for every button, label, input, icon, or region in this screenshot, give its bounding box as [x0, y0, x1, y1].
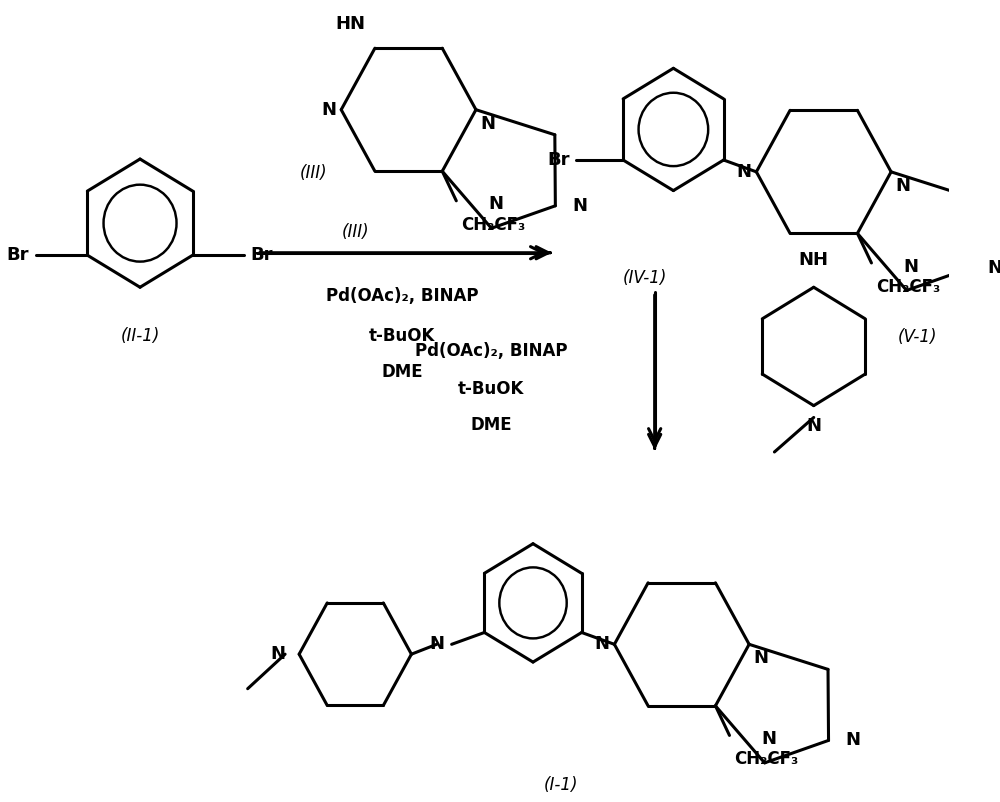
Text: (V-1): (V-1) — [898, 327, 937, 346]
Text: NH: NH — [799, 252, 829, 269]
Text: N: N — [896, 176, 911, 195]
Text: (IV-1): (IV-1) — [623, 269, 667, 287]
Text: N: N — [595, 635, 610, 654]
Text: DME: DME — [381, 363, 423, 381]
Text: CH₂CF₃: CH₂CF₃ — [734, 750, 798, 768]
Text: Pd(OAc)₂, BINAP: Pd(OAc)₂, BINAP — [326, 287, 478, 306]
Text: Br: Br — [251, 246, 273, 264]
Text: HN: HN — [336, 15, 366, 34]
Text: N: N — [754, 650, 769, 667]
Text: N: N — [270, 645, 285, 663]
Text: N: N — [806, 418, 821, 435]
Text: t-BuOK: t-BuOK — [369, 326, 435, 345]
Text: Br: Br — [547, 151, 570, 169]
Text: N: N — [845, 731, 860, 749]
Text: N: N — [904, 257, 919, 276]
Text: N: N — [572, 196, 587, 215]
Text: CH₂CF₃: CH₂CF₃ — [461, 216, 525, 233]
Text: t-BuOK: t-BuOK — [458, 380, 524, 398]
Text: Pd(OAc)₂, BINAP: Pd(OAc)₂, BINAP — [415, 342, 567, 360]
Text: CH₂CF₃: CH₂CF₃ — [876, 277, 940, 296]
Text: N: N — [429, 635, 444, 654]
Text: N: N — [489, 196, 504, 213]
Text: N: N — [481, 115, 496, 132]
Text: N: N — [987, 259, 1000, 277]
Text: N: N — [762, 730, 777, 748]
Text: DME: DME — [470, 416, 512, 435]
Text: (II-1): (II-1) — [120, 326, 160, 345]
Text: N: N — [737, 163, 752, 180]
Text: N: N — [322, 101, 337, 119]
Text: (I-1): (I-1) — [544, 776, 578, 793]
Text: Br: Br — [7, 246, 29, 264]
Text: (III): (III) — [341, 223, 369, 241]
Text: (III): (III) — [299, 164, 327, 182]
